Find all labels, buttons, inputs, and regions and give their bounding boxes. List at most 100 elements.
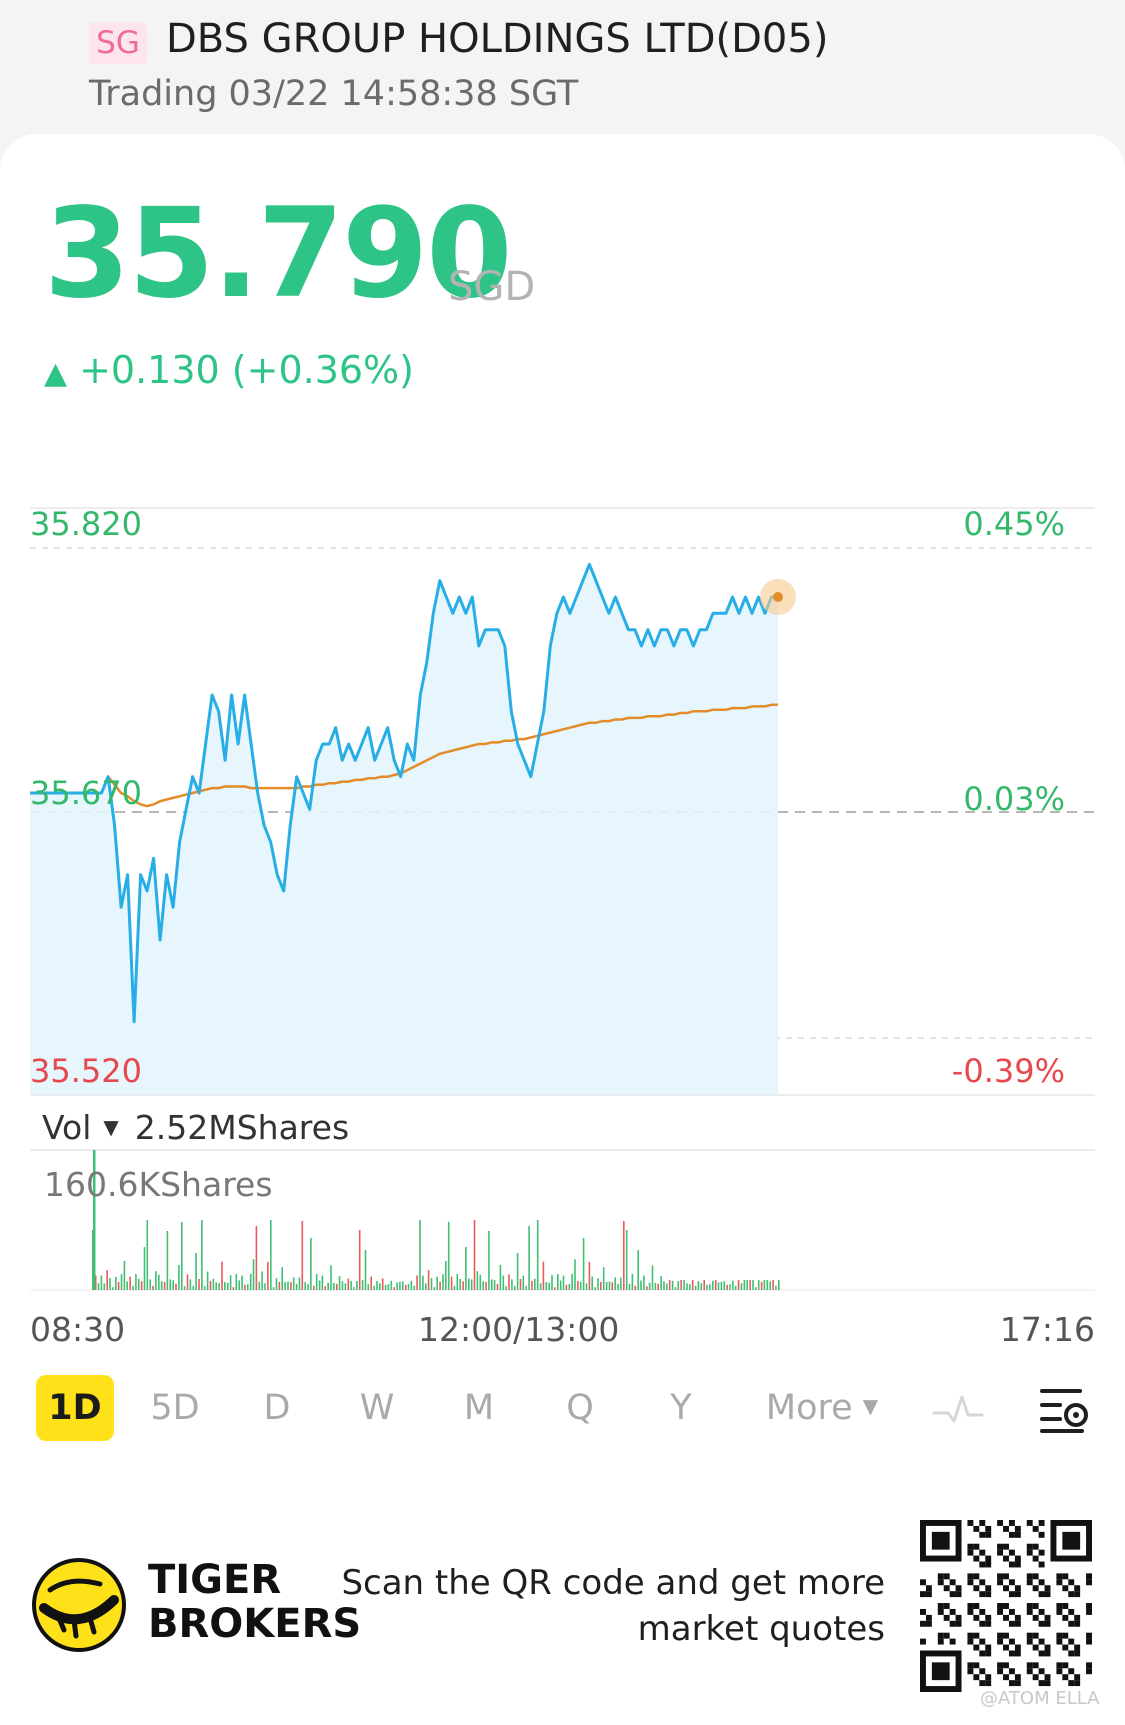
volume-bar xyxy=(565,1284,568,1290)
volume-bar xyxy=(737,1280,740,1290)
tab-d[interactable]: D xyxy=(263,1388,291,1428)
volume-bar xyxy=(445,1261,447,1290)
volume-bar xyxy=(720,1281,723,1290)
volume-bar xyxy=(327,1282,329,1290)
tab-more[interactable]: More ▼ xyxy=(752,1375,892,1441)
volume-bar xyxy=(723,1281,726,1290)
intraday-chart[interactable] xyxy=(0,490,1125,1310)
volume-bar xyxy=(531,1280,533,1290)
volume-bar xyxy=(433,1287,436,1290)
volume-bar xyxy=(384,1284,387,1290)
volume-total: 2.52MShares xyxy=(134,1108,350,1147)
volume-bar xyxy=(493,1280,496,1290)
time-close: 17:16 xyxy=(999,1310,1095,1349)
volume-bar xyxy=(476,1271,479,1290)
volume-bar xyxy=(651,1265,654,1290)
volume-bar xyxy=(459,1279,461,1290)
volume-bar xyxy=(278,1281,281,1290)
volume-bar xyxy=(608,1281,611,1290)
tab-m[interactable]: M xyxy=(463,1388,495,1428)
last-price-dot xyxy=(773,592,783,602)
qr-caption-line-2: market quotes xyxy=(637,1609,885,1649)
volume-bar xyxy=(120,1274,123,1290)
tab-y[interactable]: Y xyxy=(670,1388,692,1428)
volume-bar xyxy=(689,1284,691,1290)
volume-bar xyxy=(404,1284,407,1290)
volume-bar xyxy=(258,1281,261,1290)
volume-bar xyxy=(192,1285,195,1290)
volume-bar xyxy=(356,1281,358,1290)
volume-bar xyxy=(579,1281,582,1290)
volume-bar xyxy=(473,1220,476,1290)
volume-bar xyxy=(620,1277,622,1290)
volume-bar xyxy=(522,1275,525,1290)
volume-bar xyxy=(554,1287,556,1290)
pulse-icon[interactable] xyxy=(930,1381,986,1437)
volume-bar xyxy=(178,1265,180,1290)
volume-bar xyxy=(508,1274,510,1290)
chart-settings-icon[interactable] xyxy=(1038,1381,1094,1437)
volume-bar xyxy=(163,1282,166,1290)
volume-bar xyxy=(625,1230,628,1290)
volume-selector[interactable]: Vol ▼ 2.52MShares xyxy=(42,1108,349,1147)
qr-code-icon[interactable] xyxy=(920,1520,1092,1692)
volume-bar xyxy=(267,1261,269,1290)
volume-bar xyxy=(181,1222,183,1290)
volume-bar xyxy=(172,1280,174,1290)
volume-bar xyxy=(637,1250,639,1290)
volume-bar xyxy=(726,1284,728,1290)
volume-bar xyxy=(224,1282,226,1290)
volume-bar xyxy=(559,1280,562,1290)
volume-label: Vol xyxy=(42,1108,92,1147)
volume-bar xyxy=(238,1280,240,1290)
volume-bar xyxy=(703,1280,705,1290)
volume-bar xyxy=(402,1281,404,1290)
volume-bar xyxy=(396,1282,398,1290)
volume-bar xyxy=(499,1265,502,1290)
tab-5d[interactable]: 5D xyxy=(150,1388,200,1428)
volume-bar xyxy=(160,1281,163,1290)
volume-bar xyxy=(232,1287,235,1290)
volume-bar xyxy=(536,1220,539,1290)
volume-bar xyxy=(491,1279,493,1290)
volume-bar xyxy=(717,1282,720,1290)
volume-bar xyxy=(557,1274,559,1290)
tab-w[interactable]: W xyxy=(359,1388,395,1428)
volume-bar xyxy=(152,1285,154,1290)
volume-bar xyxy=(763,1280,766,1290)
volume-bar xyxy=(743,1280,746,1290)
tab-more-label: More xyxy=(765,1388,853,1428)
currency: SGD xyxy=(448,264,536,310)
volume-bar xyxy=(324,1286,327,1290)
volume-bar xyxy=(729,1284,731,1290)
tab-1d[interactable]: 1D xyxy=(36,1375,114,1441)
period-tabs: 1D 5D D W M Q Y More ▼ xyxy=(0,1375,1125,1445)
volume-bar xyxy=(112,1287,114,1290)
volume-bar xyxy=(534,1278,536,1290)
market-badge: SG xyxy=(89,22,147,64)
volume-bar xyxy=(221,1261,223,1290)
volume-bar xyxy=(132,1285,134,1290)
volume-bar xyxy=(485,1282,487,1290)
volume-bar xyxy=(381,1278,384,1290)
volume-bar xyxy=(755,1287,757,1290)
volume-bar xyxy=(206,1271,209,1290)
volume-bar xyxy=(115,1276,117,1290)
volume-bar xyxy=(169,1279,172,1290)
volume-bar xyxy=(542,1261,545,1290)
volume-bar xyxy=(539,1283,542,1290)
change-value: +0.130 (+0.36%) xyxy=(79,348,414,392)
volume-bar xyxy=(341,1281,344,1290)
volume-bar xyxy=(367,1284,370,1290)
volume-bar xyxy=(422,1275,424,1290)
volume-bar xyxy=(419,1220,421,1290)
volume-bar xyxy=(301,1221,304,1290)
volume-bar xyxy=(571,1273,573,1290)
volume-bar xyxy=(697,1281,700,1290)
brand-line-1: TIGER xyxy=(148,1557,282,1603)
volume-bar xyxy=(442,1274,444,1290)
volume-bar xyxy=(189,1279,192,1290)
volume-bar xyxy=(525,1286,527,1290)
tab-q[interactable]: Q xyxy=(566,1388,594,1428)
volume-bar xyxy=(505,1286,507,1290)
